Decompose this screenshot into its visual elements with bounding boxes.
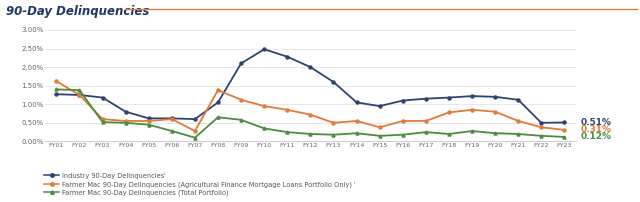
- Legend: Industry 90-Day Delinquenciesⁱ, Farmer Mac 90-Day Delinquencies (Agricultural Fi: Industry 90-Day Delinquenciesⁱ, Farmer M…: [42, 169, 358, 199]
- Text: 0.31%: 0.31%: [580, 125, 612, 134]
- Text: 90-Day Delinquencies: 90-Day Delinquencies: [6, 5, 150, 18]
- Text: 0.51%: 0.51%: [580, 118, 612, 127]
- Text: 0.12%: 0.12%: [580, 133, 612, 141]
